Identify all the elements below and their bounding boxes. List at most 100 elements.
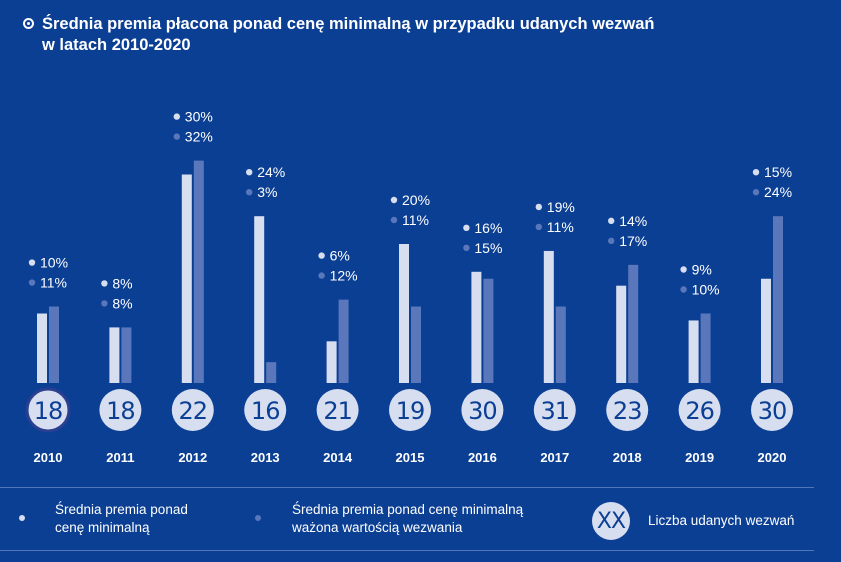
bar-series-2 [483,278,494,383]
x-tick-label: 2013 [251,450,280,465]
count-label: 18 [34,397,63,425]
legend-label-series-2-line-1: Średnia premia ponad cenę minimalną [292,502,524,517]
count-circle [244,389,287,431]
data-label-series-1: 20% [402,192,430,208]
label-dot-series-2 [318,272,325,279]
data-label-series-2: 11% [40,275,67,291]
legend-top-divider [0,487,814,488]
bar-series-1 [761,278,771,383]
legend-dot-series-1 [19,515,25,521]
legend-label-series-1-line-2: cenę minimalną [55,520,150,535]
data-label-series-2: 32% [185,129,213,145]
data-label-series-1: 9% [692,262,712,278]
count-circle [316,389,359,431]
bar-series-1 [181,174,192,383]
label-dot-series-1 [535,203,542,211]
label-dot-series-1 [608,217,615,225]
chart-title-line-1: Średnia premia płacona ponad cenę minima… [42,15,655,33]
bar-series-2 [266,362,277,383]
legend-label-series-1-line-1: Średnia premia ponad [55,502,188,517]
chart-title: Średnia premia płacona ponad cenę minima… [42,14,802,56]
label-dot-series-1 [173,113,180,120]
bar-series-2 [49,306,59,383]
x-tick-label: 2019 [685,450,714,465]
bar-series-1 [326,341,337,383]
label-dot-series-1 [390,196,398,204]
data-label-series-2: 8% [112,295,132,311]
count-label: 26 [685,397,714,425]
bar-series-1 [688,320,699,383]
count-circle [25,387,71,433]
count-circle [678,389,721,431]
x-tick-label: 2016 [468,450,497,465]
count-circle [99,389,142,431]
title-bullet-icon [23,18,34,29]
data-label-series-1: 10% [40,255,68,271]
bar-series-1 [399,244,409,383]
label-dot-series-2 [535,223,542,231]
chart-title-line-2: w latach 2010-2020 [42,36,191,54]
data-label-series-2: 10% [692,282,720,298]
bar-series-1 [254,216,265,383]
label-dot-series-1 [680,266,687,273]
data-label-series-1: 6% [330,248,350,264]
bar-series-1 [471,271,482,383]
count-label: 21 [323,397,352,425]
label-dot-series-2 [680,286,687,293]
bar-series-1 [37,313,47,383]
x-tick-label: 2012 [178,450,207,465]
bar-series-1 [109,327,120,383]
bar-series-1 [543,250,554,383]
bar-chart: 10% 11% 18 2010 8% 8% 18 2011 30% 32% 22 2012 24% 3% 1… [25,109,793,465]
x-tick-label: 2010 [34,450,63,465]
data-label-series-2: 15% [474,240,502,256]
data-label-series-1: 15% [764,164,792,180]
bar-series-2 [338,299,349,383]
bar-series-2 [411,306,421,383]
label-dot-series-1 [28,259,36,266]
count-circle [171,389,214,431]
label-dot-series-1 [246,169,253,176]
count-circle [751,389,793,431]
data-label-series-1: 30% [185,109,213,125]
x-tick-label: 2017 [540,450,569,465]
data-label-series-2: 12% [330,268,358,284]
x-tick-label: 2015 [396,450,425,465]
count-label: 22 [179,397,208,425]
count-circle [533,389,576,431]
count-label: 31 [541,397,570,425]
bar-series-1 [616,285,627,383]
x-tick-label: 2011 [106,450,134,465]
count-label: 18 [106,397,135,425]
legend-bottom-divider [0,550,814,551]
label-dot-series-2 [463,244,470,251]
label-dot-series-2 [752,189,760,196]
data-label-series-1: 16% [474,220,502,236]
label-dot-series-1 [752,169,760,176]
count-label: 30 [468,397,497,425]
legend-count-symbol: XX [592,502,630,540]
bar-series-2 [555,306,566,383]
legend-item-series-2: Średnia premia ponad cenę minimalną ważo… [292,501,523,537]
x-tick-label: 2018 [613,450,642,465]
data-label-series-2: 11% [402,212,429,228]
legend-label-series-2-line-2: ważona wartością wezwania [292,520,463,535]
data-label-series-2: 3% [257,184,277,200]
data-label-series-2: 17% [619,233,647,249]
label-dot-series-2 [101,300,108,307]
x-tick-label: 2020 [758,450,787,465]
bar-series-2 [773,216,783,383]
count-label: 19 [396,397,425,425]
label-dot-series-1 [463,224,470,231]
legend-item-series-1: Średnia premia ponad cenę minimalną [55,501,188,537]
label-dot-series-2 [246,189,253,196]
label-dot-series-1 [101,280,108,287]
bar-series-2 [628,264,639,383]
count-circle [389,389,431,431]
data-label-series-1: 8% [112,275,132,291]
bar-series-2 [700,313,711,383]
data-label-series-1: 14% [619,213,647,229]
data-label-series-1: 24% [257,164,285,180]
label-dot-series-2 [390,216,398,224]
legend-dot-series-2 [255,515,261,521]
